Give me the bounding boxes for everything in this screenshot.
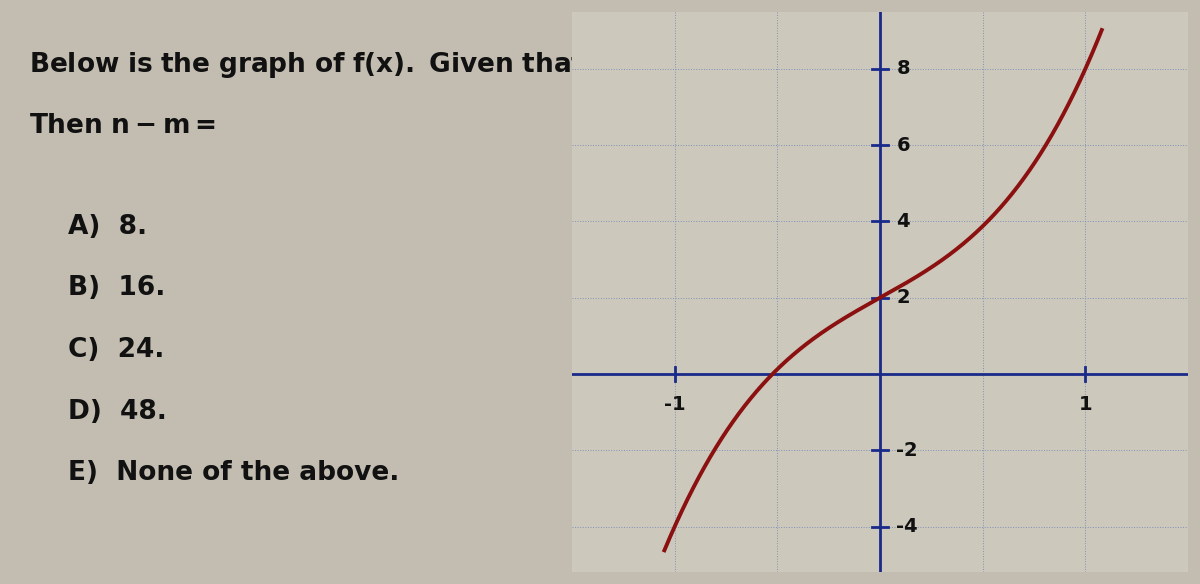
Text: C)  24.: C) 24. xyxy=(68,337,164,363)
Text: B)  16.: B) 16. xyxy=(68,275,166,301)
Text: -4: -4 xyxy=(896,517,918,536)
Text: $\bf{Then\ }$$\mathbf{n - m =}$: $\bf{Then\ }$$\mathbf{n - m =}$ xyxy=(29,113,216,138)
Text: 8: 8 xyxy=(896,60,910,78)
Text: D)  48.: D) 48. xyxy=(68,398,167,425)
Text: 4: 4 xyxy=(896,212,910,231)
Text: 1: 1 xyxy=(1079,395,1092,414)
Text: E)  None of the above.: E) None of the above. xyxy=(68,460,400,486)
Text: 6: 6 xyxy=(896,135,910,155)
Text: -2: -2 xyxy=(896,441,918,460)
Text: -1: -1 xyxy=(664,395,685,414)
Text: $\bf{Below\ is\ the\ graph\ of\ }$$\mathbf{f(x)}$$\bf{.\ Given\ that:\ \ }$$\mat: $\bf{Below\ is\ the\ graph\ of\ }$$\math… xyxy=(29,34,877,88)
Text: A)  8.: A) 8. xyxy=(68,214,148,239)
Text: 2: 2 xyxy=(896,288,910,307)
